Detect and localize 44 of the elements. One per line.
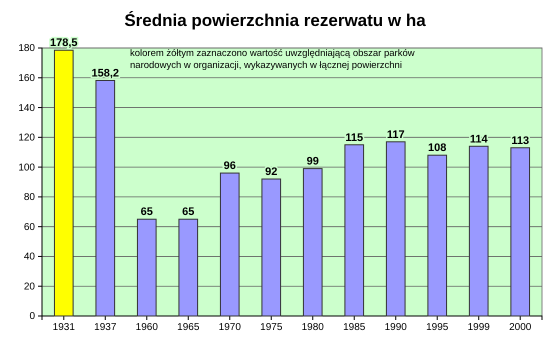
y-tick-label: 60: [24, 222, 36, 233]
data-label: 158,2: [92, 67, 120, 80]
y-tick-label: 20: [24, 281, 36, 292]
x-tick-label: 1960: [136, 322, 158, 334]
bar: [261, 178, 282, 316]
x-tick-label: 1965: [177, 322, 200, 334]
y-tick-label: 120: [18, 132, 36, 144]
y-tick-label: 160: [18, 72, 36, 84]
y-tick-label: 80: [24, 192, 36, 204]
data-label: 108: [428, 142, 446, 154]
bar: [95, 80, 116, 316]
y-tick-label: 100: [18, 162, 36, 174]
bar: [302, 168, 323, 316]
x-tick-label: 1937: [94, 322, 117, 334]
bar: [427, 154, 448, 316]
bar: [136, 218, 157, 316]
x-tick-label: 1975: [260, 322, 283, 334]
bar: [468, 146, 489, 316]
data-label: 92: [265, 166, 278, 178]
y-tick-label: 180: [18, 43, 36, 54]
data-label: 65: [182, 206, 194, 218]
bar: [220, 172, 240, 316]
bar: [54, 50, 74, 316]
data-label: 99: [306, 156, 319, 168]
bar: [344, 144, 364, 316]
data-label: 65: [140, 206, 153, 218]
chart-title: Średnia powierzchnia rezerwatu w ha: [124, 10, 426, 30]
x-tick-label: 1995: [426, 322, 449, 334]
annotation: kolorem żółtym zaznaczono wartość uwzględniającą obszar parków narodowych w organizacji, wykazywanych w łącznej powierzchni: [130, 48, 415, 71]
x-tick-label: 1999: [468, 322, 490, 334]
data-label: 113: [511, 134, 530, 147]
data-label: 178,5: [50, 37, 78, 50]
x-tick-label: 1931: [52, 322, 76, 334]
y-tick-label: 40: [24, 252, 36, 263]
bar: [386, 141, 406, 316]
x-tick-label: 1990: [384, 322, 408, 334]
y-tick-label: 0: [29, 311, 36, 322]
x-tick-label: 1970: [218, 322, 242, 334]
x-tick-label: 2000: [509, 322, 532, 334]
bar: [178, 218, 198, 316]
y-tick-label: 140: [18, 102, 36, 114]
x-tick-label: 1980: [302, 322, 324, 334]
bar: [510, 147, 530, 316]
x-tick-label: 1985: [343, 322, 366, 334]
